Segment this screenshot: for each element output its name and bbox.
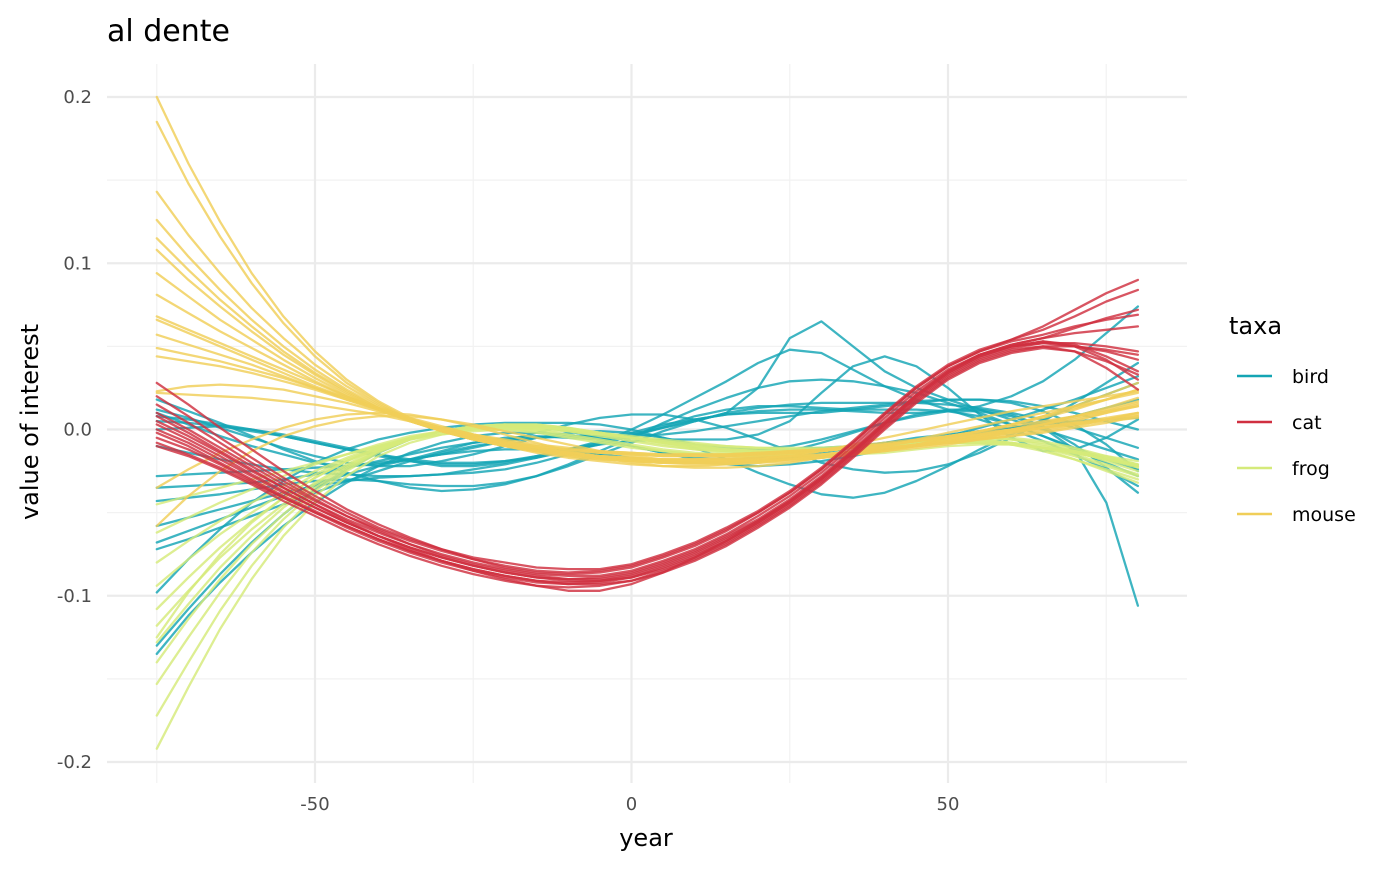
legend-label-frog: frog	[1292, 458, 1330, 480]
chart-title: al dente	[107, 14, 230, 49]
series-line-bird	[155, 361, 1140, 478]
series-line-cat	[155, 340, 1140, 592]
series-lines	[155, 95, 1140, 750]
x-tick-label: 0	[626, 794, 637, 815]
series-line-cat	[155, 345, 1140, 582]
legend-title: taxa	[1229, 312, 1282, 340]
series-line-bird	[155, 408, 1140, 607]
y-tick-label: 0.0	[63, 420, 92, 441]
y-tick-label: -0.2	[57, 752, 92, 773]
series-line-frog	[155, 426, 1140, 639]
axis-labels: -50 0 50 -0.2 -0.1 0.0 0.1 0.2	[57, 87, 960, 815]
y-tick-label: -0.1	[57, 586, 92, 607]
legend: taxa bird cat frog mouse	[1229, 312, 1356, 526]
x-axis-title: year	[619, 824, 673, 852]
y-axis-title: value of interest	[16, 324, 44, 520]
x-tick-label: -50	[300, 794, 329, 815]
series-line-cat	[155, 288, 1140, 571]
series-line-mouse	[155, 391, 1140, 456]
legend-label-mouse: mouse	[1292, 504, 1356, 526]
series-line-mouse	[155, 391, 1140, 489]
y-tick-label: 0.2	[63, 87, 92, 108]
x-tick-label: 50	[937, 794, 960, 815]
series-line-cat	[155, 308, 1140, 581]
legend-label-cat: cat	[1292, 412, 1322, 434]
legend-label-bird: bird	[1292, 366, 1329, 388]
series-line-mouse	[155, 390, 1140, 528]
series-line-mouse	[155, 383, 1140, 458]
series-line-bird	[155, 320, 1140, 466]
series-line-mouse	[155, 120, 1140, 458]
y-tick-label: 0.1	[63, 253, 92, 274]
series-line-cat	[155, 325, 1140, 577]
series-line-cat	[155, 346, 1140, 586]
series-line-cat	[155, 278, 1140, 576]
